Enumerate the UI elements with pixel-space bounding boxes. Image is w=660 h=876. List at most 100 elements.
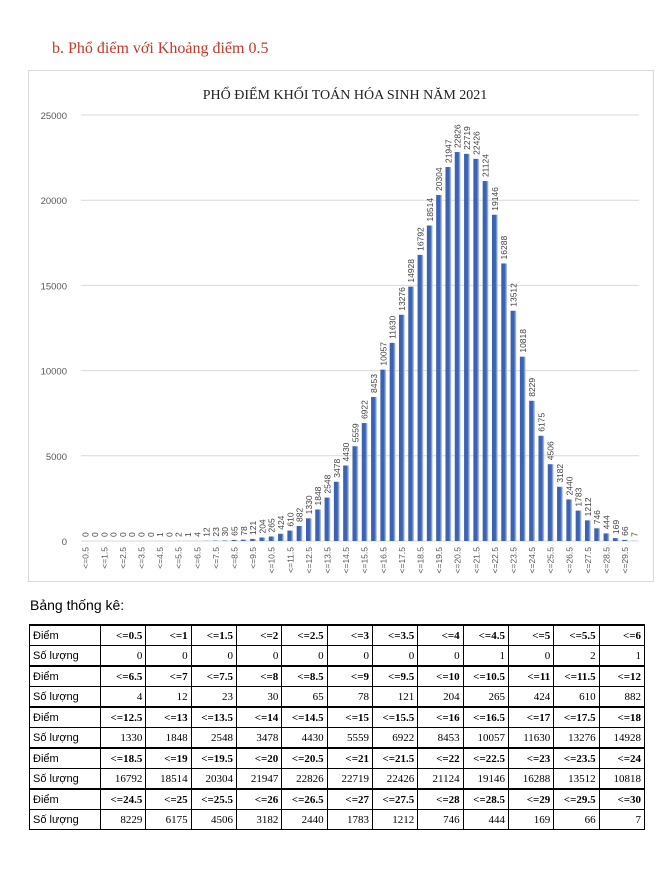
data-label: 22719 bbox=[462, 126, 472, 150]
x-tick-label: <=8.5 bbox=[229, 547, 239, 569]
score-cell: <=7 bbox=[145, 665, 192, 687]
bar bbox=[584, 520, 591, 541]
score-cell: <=2.5 bbox=[281, 624, 328, 646]
bar bbox=[612, 538, 619, 541]
count-cell: 0 bbox=[371, 645, 419, 667]
data-label: 1 bbox=[183, 532, 193, 537]
score-cell: <=23 bbox=[507, 747, 555, 769]
table-count-row: Số lượng 8229 6175 4506 3182 2440 1783 1212 746 4… bbox=[29, 809, 646, 830]
score-cell: <=21.5 bbox=[371, 747, 419, 769]
x-tick-label: <=21.5 bbox=[471, 547, 481, 574]
x-tick-label: <=27.5 bbox=[583, 547, 593, 574]
count-cell: 11630 bbox=[507, 727, 555, 749]
bar bbox=[315, 509, 322, 541]
count-cell: 10818 bbox=[598, 768, 646, 790]
score-cell: <=5.5 bbox=[553, 624, 600, 646]
row-label-count: Số lượng bbox=[29, 809, 101, 830]
data-label: 444 bbox=[601, 515, 611, 529]
bar bbox=[566, 499, 573, 541]
score-cell: <=12 bbox=[598, 665, 646, 687]
data-label: 169 bbox=[611, 520, 621, 534]
bar bbox=[222, 540, 229, 541]
score-cell: <=18.5 bbox=[99, 747, 147, 769]
x-tick-label: <=12.5 bbox=[304, 547, 314, 574]
row-label-score: Điểm bbox=[29, 665, 101, 687]
x-axis-ticks: <=0.5 <=1.5 <=2.5 <=3.5 <=4.5 <=5.5 <=6.5 <=7.5… bbox=[81, 547, 630, 574]
count-cell: 21947 bbox=[235, 768, 283, 790]
x-tick-label: <=9.5 bbox=[248, 547, 258, 569]
data-label: 8229 bbox=[527, 378, 537, 397]
count-cell: 882 bbox=[598, 686, 646, 708]
score-cell: <=20.5 bbox=[281, 747, 328, 769]
count-cell: 1212 bbox=[371, 809, 419, 830]
count-cell: 0 bbox=[507, 645, 555, 667]
bar bbox=[501, 263, 508, 541]
score-cell: <=3.5 bbox=[371, 624, 419, 646]
bar bbox=[491, 214, 498, 541]
score-cell: <=22 bbox=[417, 747, 464, 769]
score-cell: <=8.5 bbox=[281, 665, 328, 687]
bar bbox=[324, 497, 331, 541]
score-cell: <=16.5 bbox=[462, 706, 509, 728]
count-cell: 0 bbox=[281, 645, 328, 667]
bar bbox=[398, 314, 405, 541]
score-cell: <=0.5 bbox=[99, 624, 147, 646]
count-cell: 4 bbox=[99, 686, 147, 708]
score-cell: <=7.5 bbox=[190, 665, 237, 687]
score-cell: <=5 bbox=[507, 624, 555, 646]
data-label: 3182 bbox=[555, 464, 565, 483]
count-cell: 22426 bbox=[371, 768, 419, 790]
section-heading: b. Phổ điểm với Khoảng điểm 0.5 bbox=[52, 40, 269, 57]
table-score-row: Điểm <=6.5 <=7 <=7.5 <=8 <=8.5 <=9 <=9.5 <=10 <=1… bbox=[29, 665, 646, 687]
score-cell: <=4.5 bbox=[462, 624, 509, 646]
bar bbox=[482, 181, 489, 541]
bar bbox=[287, 530, 294, 541]
data-label: 10057 bbox=[378, 342, 388, 366]
score-cell: <=4 bbox=[417, 624, 464, 646]
count-cell: 121 bbox=[371, 686, 419, 708]
bar bbox=[380, 369, 387, 541]
x-tick-label: <=3.5 bbox=[136, 547, 146, 569]
table-score-row: Điểm <=0.5 <=1 <=1.5 <=2 <=2.5 <=3 <=3.5 <=4 <=4.… bbox=[29, 624, 646, 646]
bar bbox=[250, 538, 256, 541]
bar bbox=[389, 342, 396, 541]
data-label: 4 bbox=[192, 532, 202, 537]
table-count-row: Số lượng 16792 18514 20304 21947 22826 22719 22… bbox=[29, 768, 646, 790]
data-label: 1212 bbox=[583, 497, 593, 516]
data-label: 7 bbox=[629, 532, 639, 537]
data-label: 23 bbox=[211, 527, 221, 537]
count-cell: 6175 bbox=[145, 809, 192, 830]
data-label: 10818 bbox=[518, 329, 528, 353]
x-tick-label: <=18.5 bbox=[415, 547, 425, 574]
data-label: 21947 bbox=[443, 139, 453, 163]
score-cell: <=16 bbox=[417, 706, 464, 728]
score-cell: <=2 bbox=[235, 624, 283, 646]
data-label: 610 bbox=[285, 512, 295, 526]
data-label: 22426 bbox=[471, 131, 481, 155]
score-cell: <=15 bbox=[326, 706, 373, 728]
data-label: 2 bbox=[174, 532, 184, 537]
x-tick-label: <=2.5 bbox=[118, 547, 128, 569]
count-cell: 2440 bbox=[281, 809, 328, 830]
count-cell: 7 bbox=[598, 809, 646, 830]
bar bbox=[417, 254, 424, 541]
data-label: 18514 bbox=[425, 198, 435, 222]
data-label: 1 bbox=[155, 532, 165, 537]
row-label-count: Số lượng bbox=[29, 768, 101, 790]
count-cell: 22719 bbox=[326, 768, 373, 790]
bar bbox=[529, 400, 535, 541]
count-cell: 1783 bbox=[326, 809, 373, 830]
bar bbox=[343, 465, 349, 541]
chart-panel: PHỔ ĐIỂM KHỐI TOÁN HÓA SINH NĂM 2021 0 50… bbox=[28, 70, 654, 582]
bar bbox=[473, 158, 480, 541]
score-cell: <=27 bbox=[326, 788, 373, 810]
data-label: 16288 bbox=[499, 236, 509, 260]
count-cell: 265 bbox=[462, 686, 509, 708]
x-tick-label: <=5.5 bbox=[174, 547, 184, 569]
data-label: 0 bbox=[99, 532, 109, 537]
data-label: 2548 bbox=[322, 474, 332, 493]
x-tick-label: <=10.5 bbox=[267, 547, 277, 574]
stats-table-label: Bảng thống kê: bbox=[30, 597, 125, 613]
x-tick-label: <=25.5 bbox=[546, 547, 556, 574]
y-tick-label: 20000 bbox=[41, 196, 67, 207]
